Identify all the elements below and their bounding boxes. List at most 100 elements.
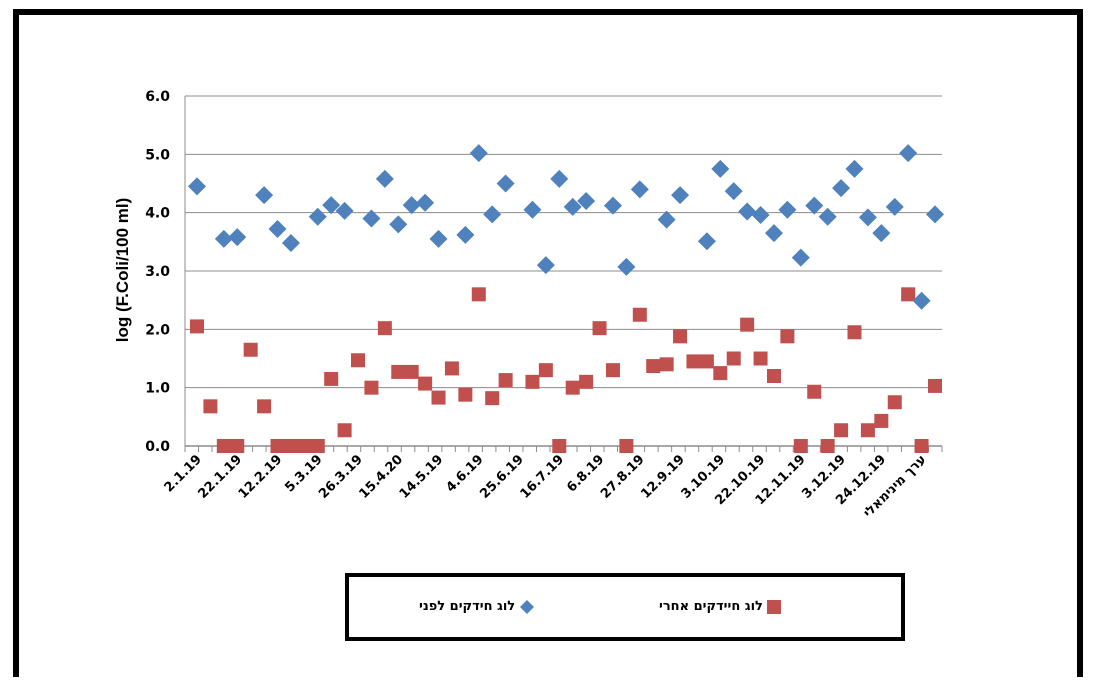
point-before	[308, 207, 327, 226]
point-before	[255, 186, 274, 205]
point-before	[671, 186, 690, 205]
point-after	[699, 354, 714, 369]
point-after	[364, 380, 379, 395]
point-after	[928, 378, 942, 393]
point-before	[322, 196, 341, 215]
point-after	[726, 351, 741, 366]
point-before	[402, 196, 421, 215]
point-before	[832, 179, 851, 198]
point-before	[563, 197, 582, 216]
point-after	[740, 317, 755, 332]
point-after	[914, 439, 929, 453]
point-before	[858, 208, 877, 227]
point-after	[203, 399, 218, 414]
point-after	[471, 287, 486, 302]
point-after	[418, 376, 433, 391]
legend-label-after: לוג חיידקים אחרי	[659, 599, 763, 614]
point-after	[404, 364, 419, 379]
series-after	[190, 287, 942, 453]
point-after	[525, 374, 540, 389]
point-after	[324, 371, 339, 386]
point-before	[550, 169, 569, 188]
point-before	[188, 177, 206, 196]
x-tick-label: 16.7.19	[518, 452, 568, 502]
point-after	[579, 374, 594, 389]
y-tick-label: 2.0	[145, 322, 170, 338]
point-after	[538, 363, 553, 378]
point-before	[885, 197, 904, 216]
point-after	[605, 363, 620, 378]
point-before	[791, 248, 810, 267]
point-after	[847, 325, 862, 340]
point-after	[444, 361, 459, 376]
point-after	[552, 439, 567, 453]
legend-diamond-icon	[519, 599, 534, 614]
point-after	[270, 439, 285, 453]
point-after	[659, 357, 674, 372]
point-before	[362, 209, 381, 228]
point-after	[283, 439, 298, 453]
point-before	[536, 256, 555, 275]
point-after	[860, 423, 875, 438]
x-tick-label: 14.5.19	[397, 452, 447, 502]
point-before	[738, 202, 757, 221]
point-after	[216, 439, 231, 453]
x-tick-label: 12.2.19	[236, 452, 286, 502]
point-after	[673, 329, 688, 344]
point-after	[887, 395, 902, 410]
point-after	[807, 384, 822, 399]
series-before	[188, 144, 944, 310]
point-after	[834, 423, 849, 438]
chart-frame	[13, 9, 1083, 677]
y-tick-label: 1.0	[145, 381, 170, 397]
point-before	[778, 200, 797, 219]
point-after	[632, 307, 647, 322]
point-before	[818, 207, 837, 226]
point-after	[753, 351, 768, 366]
point-before	[751, 206, 770, 224]
point-after	[820, 439, 835, 453]
gridlines	[185, 95, 942, 447]
point-before	[496, 174, 515, 193]
y-tick-label: 3.0	[145, 264, 170, 280]
legend: לוג חידקים לפני לוג חיידקים אחרי	[345, 573, 905, 641]
point-before	[899, 144, 918, 163]
point-before	[577, 192, 596, 210]
legend-entry-before: לוג חידקים לפני	[419, 599, 534, 614]
point-before	[214, 229, 233, 248]
point-before	[764, 224, 783, 243]
point-before	[926, 205, 944, 224]
point-before	[711, 159, 730, 178]
y-tick-label: 5.0	[145, 147, 170, 163]
point-after	[565, 380, 580, 395]
y-tick-label: 4.0	[145, 206, 170, 222]
point-before	[724, 182, 743, 201]
legend-entry-after: לוג חיידקים אחרי	[659, 599, 782, 614]
point-before	[335, 201, 354, 220]
point-before	[697, 232, 716, 251]
point-after	[337, 423, 352, 438]
point-after	[257, 399, 272, 414]
point-after	[874, 413, 889, 428]
point-after	[713, 366, 728, 381]
point-before	[375, 169, 394, 188]
point-before	[912, 291, 931, 310]
point-before	[805, 196, 824, 215]
point-before	[228, 228, 247, 247]
legend-label-before: לוג חידקים לפני	[419, 599, 516, 614]
point-before	[469, 144, 488, 163]
point-before	[389, 215, 408, 234]
point-after	[458, 387, 473, 402]
point-after	[377, 321, 392, 336]
point-after	[351, 353, 366, 368]
point-before	[845, 159, 864, 178]
point-after	[592, 321, 607, 336]
x-tick-labels: 2.1.1922.1.1912.2.195.3.1926.3.1915.4.20…	[162, 452, 930, 521]
y-tick-label: 0.0	[145, 439, 170, 455]
legend-square-icon	[767, 599, 782, 614]
point-before	[483, 205, 502, 224]
point-before	[456, 225, 475, 244]
point-before	[416, 193, 435, 212]
point-before	[281, 234, 300, 252]
